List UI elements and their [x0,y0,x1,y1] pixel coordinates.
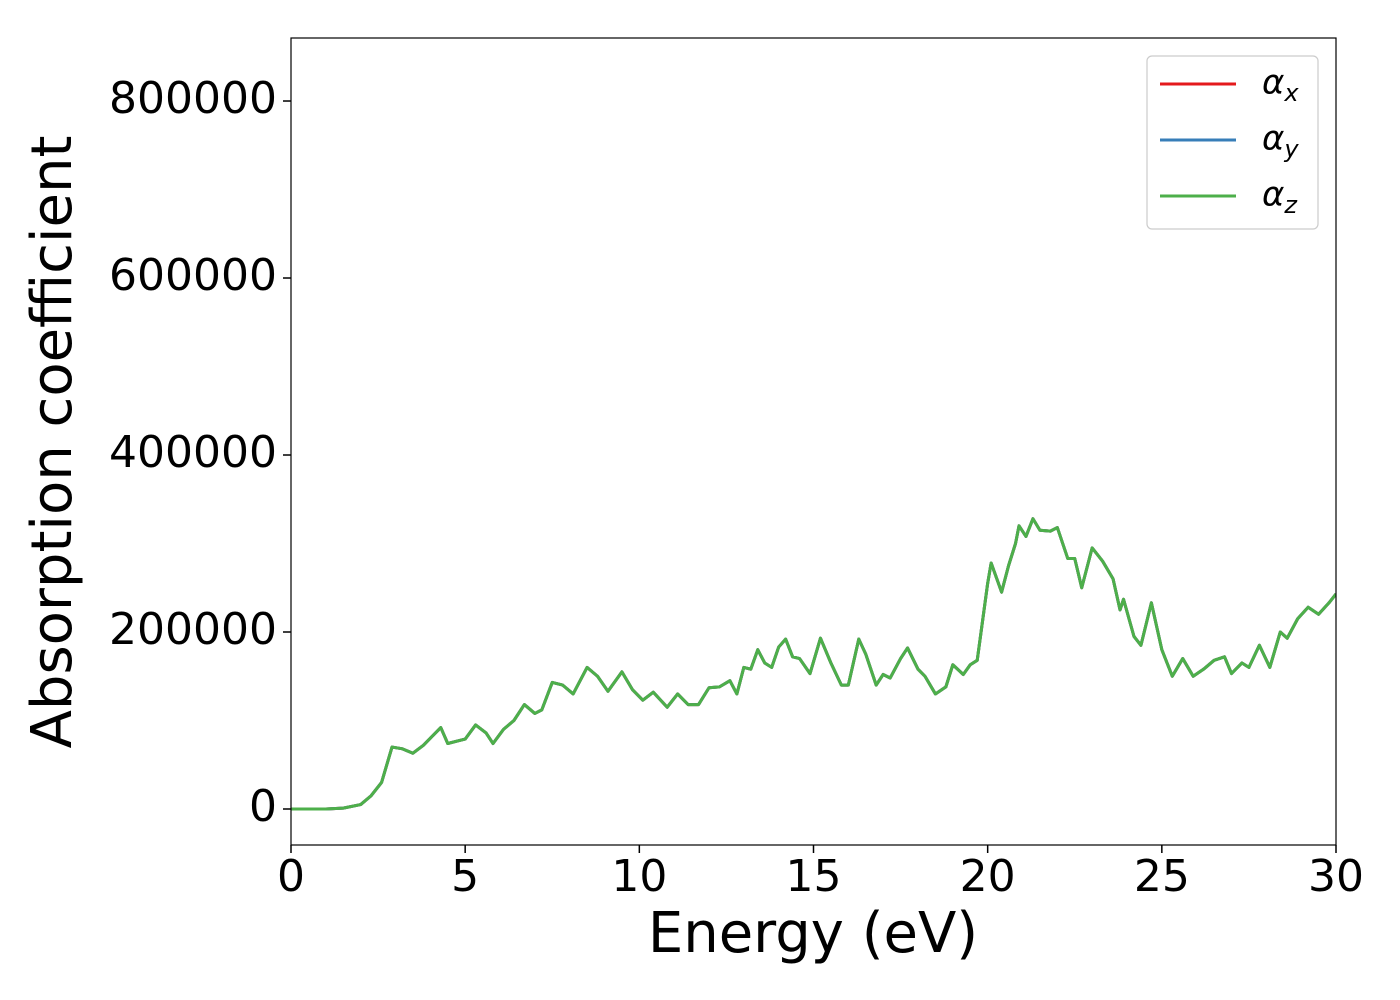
data-line [291,517,1336,811]
plot-frame [290,37,1337,846]
x-tick-label: 0 [277,851,305,902]
y-tick-label: 600000 [109,250,277,301]
x-tick-label: 25 [1134,851,1190,902]
x-tick-label: 30 [1308,851,1364,902]
y-axis-label: Absorption coefficient [20,136,85,749]
y-tick-label: 400000 [109,427,277,478]
x-axis-label: Energy (eV) [648,901,978,966]
x-tick-label: 5 [451,851,479,902]
x-tick-label: 10 [611,851,667,902]
legend-box [1146,55,1319,230]
x-tick-label: 15 [786,851,842,902]
y-tick-label: 800000 [109,73,277,124]
x-tick-label: 20 [960,851,1016,902]
y-tick-label: 0 [249,781,277,832]
y-tick-label: 200000 [109,604,277,655]
